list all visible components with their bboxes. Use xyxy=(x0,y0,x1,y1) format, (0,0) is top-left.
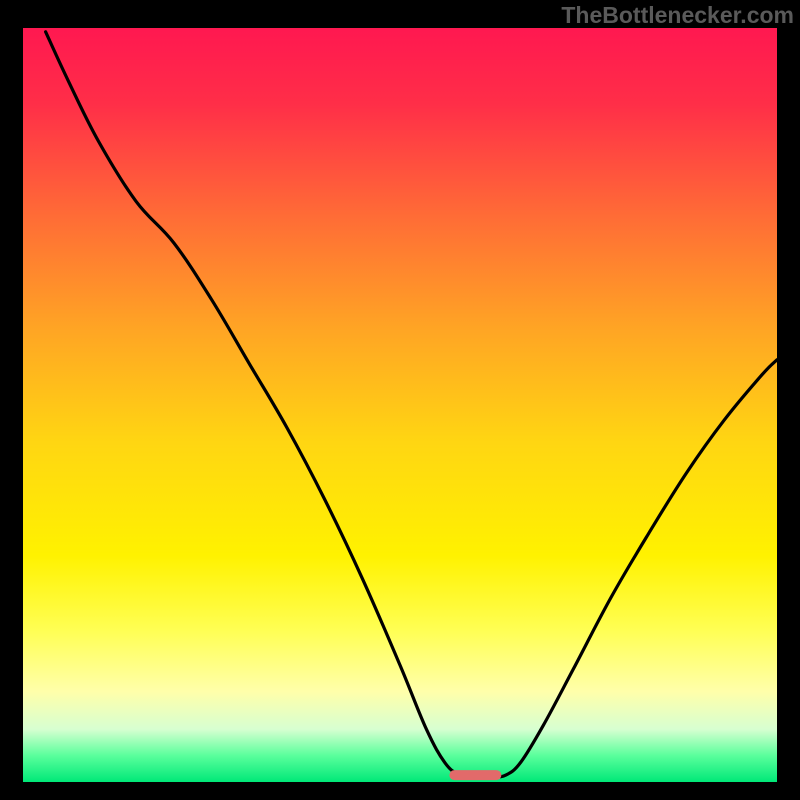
bottleneck-curve xyxy=(23,28,777,782)
sweet-spot-marker xyxy=(450,770,501,780)
chart-container: TheBottlenecker.com xyxy=(0,0,800,800)
plot-area xyxy=(23,28,777,782)
watermark-text: TheBottlenecker.com xyxy=(561,2,794,29)
